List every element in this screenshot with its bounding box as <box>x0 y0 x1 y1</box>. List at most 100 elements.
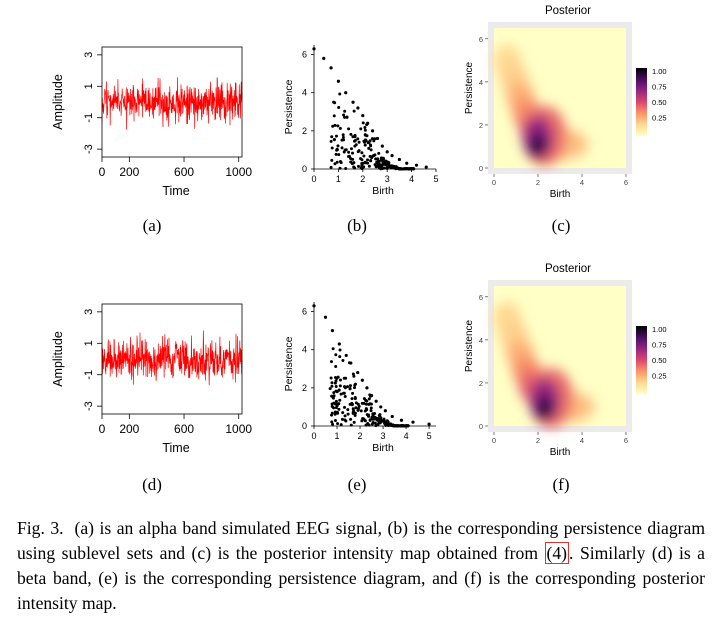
data-point <box>374 399 378 403</box>
data-point <box>362 401 366 405</box>
data-point <box>371 414 375 418</box>
data-point <box>329 165 333 169</box>
x-tick-label: 0 <box>99 422 106 436</box>
data-point <box>333 123 337 127</box>
data-point <box>329 360 333 364</box>
y-tick-label: 3 <box>83 52 95 58</box>
data-point <box>379 416 383 420</box>
data-point <box>349 156 353 160</box>
data-point <box>399 418 404 422</box>
y-tick-label: 4 <box>479 78 483 87</box>
y-tick-label: -3 <box>83 401 95 411</box>
y-tick-label: 0 <box>302 421 307 431</box>
x-tick-label: 600 <box>174 165 194 179</box>
data-point <box>368 418 372 422</box>
data-point <box>361 121 365 125</box>
data-point <box>353 382 357 386</box>
data-point <box>361 161 365 165</box>
panel-label-b: (b) <box>347 216 367 235</box>
y-tick-label: 6 <box>479 35 483 44</box>
heat-peak <box>532 144 544 157</box>
data-point <box>334 353 338 357</box>
panel-c-posterior-heatmap: Posterior 0 2 4 6 0 2 4 6 Birth Persistence 1.00 0.7… <box>464 5 667 200</box>
data-point <box>342 138 346 142</box>
x-tick-label: 0 <box>311 174 316 184</box>
data-point <box>359 157 363 161</box>
data-point <box>356 408 360 412</box>
data-point <box>334 389 338 393</box>
x-axis-label: Birth <box>372 185 394 197</box>
caption-text-part1: (a) is an alpha band simulated EEG signa… <box>17 518 706 563</box>
y-tick-label: 4 <box>302 88 307 98</box>
data-point <box>390 414 394 419</box>
data-point <box>337 388 341 392</box>
panel-d-signal-plot: 3 1 -1 -3 0 200 600 1000 Time Amplitude <box>51 303 252 455</box>
y-tick-label: 2 <box>479 379 483 388</box>
data-point <box>349 417 353 421</box>
x-tick-label: 600 <box>174 422 194 436</box>
data-point <box>356 370 360 375</box>
color-legend-label: 0.25 <box>652 372 667 381</box>
data-point <box>367 164 371 168</box>
data-point <box>330 329 335 333</box>
data-point <box>351 151 355 155</box>
color-legend-label: 0.75 <box>652 341 667 350</box>
data-point <box>343 394 347 398</box>
data-point <box>390 154 394 158</box>
x-tick-label: 2 <box>360 174 365 184</box>
x-axis-label: Time <box>162 441 189 455</box>
data-point <box>330 135 334 139</box>
data-point <box>347 361 351 365</box>
data-point <box>411 420 415 424</box>
data-point <box>341 135 345 139</box>
x-tick-label: 4 <box>580 436 584 445</box>
data-point <box>356 106 360 110</box>
data-point <box>322 56 326 60</box>
data-point <box>385 150 389 154</box>
y-tick-label: -3 <box>83 144 95 154</box>
data-point <box>424 165 428 169</box>
data-point <box>368 139 372 143</box>
data-point <box>333 418 337 422</box>
data-point <box>341 411 345 415</box>
data-point <box>332 114 336 118</box>
data-point <box>381 167 385 171</box>
data-point <box>330 384 334 388</box>
data-point <box>363 126 367 130</box>
data-point <box>373 421 377 425</box>
data-point <box>343 405 347 409</box>
panel-a-signal-plot: 3 1 -1 -3 0 200 600 1000 Time Amplitude <box>51 46 252 198</box>
data-point <box>365 134 369 138</box>
y-tick-label: 4 <box>479 336 483 345</box>
data-point <box>343 414 347 418</box>
data-point <box>344 419 348 423</box>
data-point <box>353 135 357 139</box>
equation-reference-link[interactable]: (4) <box>544 542 570 564</box>
data-point <box>347 155 351 159</box>
data-point <box>343 115 347 119</box>
data-point <box>331 422 335 426</box>
color-legend-label: 1.00 <box>652 67 667 76</box>
data-point <box>370 156 374 160</box>
data-point <box>339 392 343 396</box>
data-point <box>343 109 347 113</box>
data-point <box>351 100 355 104</box>
data-point <box>357 404 361 408</box>
data-point <box>338 378 342 382</box>
data-point <box>363 128 367 132</box>
data-point <box>371 421 375 425</box>
data-point <box>359 127 363 131</box>
data-point <box>343 385 347 389</box>
heat-peak <box>538 407 551 420</box>
panel-label-c: (c) <box>551 216 571 235</box>
data-point <box>332 391 336 395</box>
data-point <box>336 124 340 128</box>
data-point <box>334 399 338 403</box>
data-point <box>367 146 371 150</box>
data-point <box>379 405 383 409</box>
data-point <box>341 133 345 137</box>
data-point <box>346 408 350 412</box>
data-point <box>353 144 357 148</box>
y-tick-label: -1 <box>83 370 95 380</box>
data-point <box>330 411 334 415</box>
